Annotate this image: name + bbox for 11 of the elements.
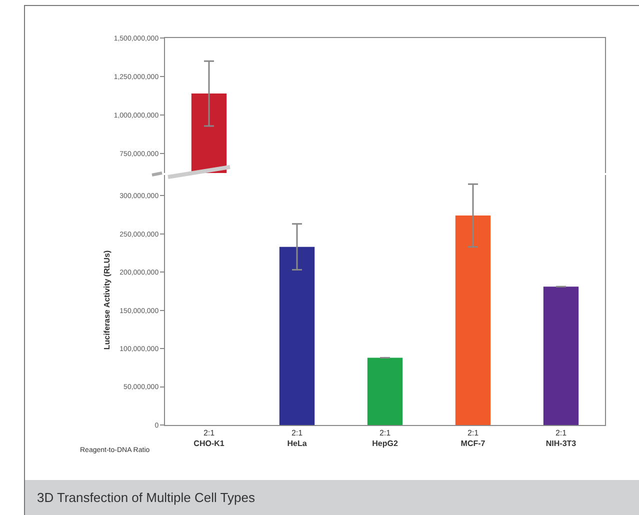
- x-tick-label: 2:1 NIH-3T3: [546, 428, 577, 448]
- x-tick-label: 2:1 MCF-7: [460, 428, 486, 448]
- x-tick-label: 2:1 HeLa: [287, 428, 308, 448]
- bar: [279, 246, 315, 425]
- text: 3D Transfection of Multiple Cell Types: [37, 490, 256, 505]
- bar: [455, 216, 491, 425]
- x-tick-label: 2:1 CHO-K1: [194, 428, 225, 448]
- x-tick-label: 2:1 HepG2: [372, 428, 398, 448]
- y-axis-title: Luciferase Activity (RLUs): [102, 250, 112, 350]
- bar: [367, 358, 403, 425]
- bar: [543, 286, 579, 425]
